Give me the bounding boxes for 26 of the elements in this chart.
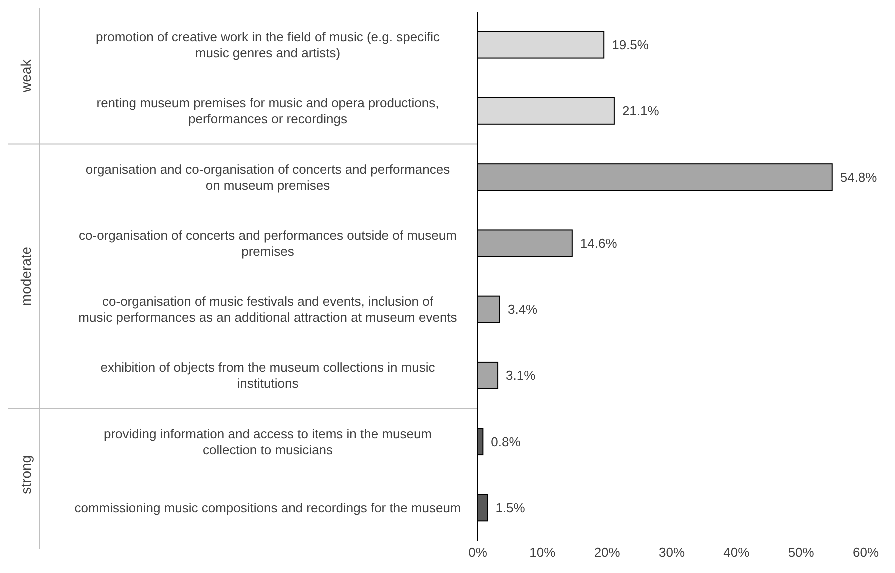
y-tick-label: commissioning music compositions and recordings for the museum [74, 500, 462, 516]
x-tick-label: 60% [852, 545, 880, 560]
data-label: 3.4% [508, 302, 538, 318]
y-tick-label: co-organisation of music festivals and events, inclusion of music performances as an additional attraction at museum events [78, 294, 458, 326]
y-tick-label: organisation and co-organisation of concerts and performances on museum premises [86, 162, 451, 193]
y-tick-label: providing information and access to items in the museum collection to musicians [104, 426, 432, 458]
x-tick-label: 0% [468, 545, 488, 560]
data-label: 14.6% [580, 236, 618, 251]
x-tick-label: 50% [788, 545, 815, 560]
x-tick-label: 10% [530, 545, 556, 560]
x-tick-label: 20% [594, 545, 621, 560]
x-tick-label: 30% [658, 545, 686, 560]
x-tick-label: 40% [724, 545, 750, 560]
text: weak [18, 58, 34, 94]
data-label: 54.8% [840, 170, 878, 185]
text: moderate [18, 246, 34, 306]
data-label: 3.1% [506, 368, 536, 384]
data-label: 1.5% [496, 500, 526, 516]
y-tick-label: co-organisation of concerts and performances outside of museum premises [79, 228, 457, 259]
y-tick-label: renting museum premises for music and opera productions, performances or recordings [96, 96, 440, 127]
data-label: 0.8% [491, 434, 522, 450]
y-tick-label: promotion of creative work in the field of music (e.g. specific music genres and artists) [96, 30, 440, 61]
y-tick-label: exhibition of objects from the museum collections in music institutions [100, 360, 436, 392]
data-label: 19.5% [612, 38, 650, 53]
data-label: 21.1% [622, 104, 660, 119]
text: strong [18, 455, 34, 494]
